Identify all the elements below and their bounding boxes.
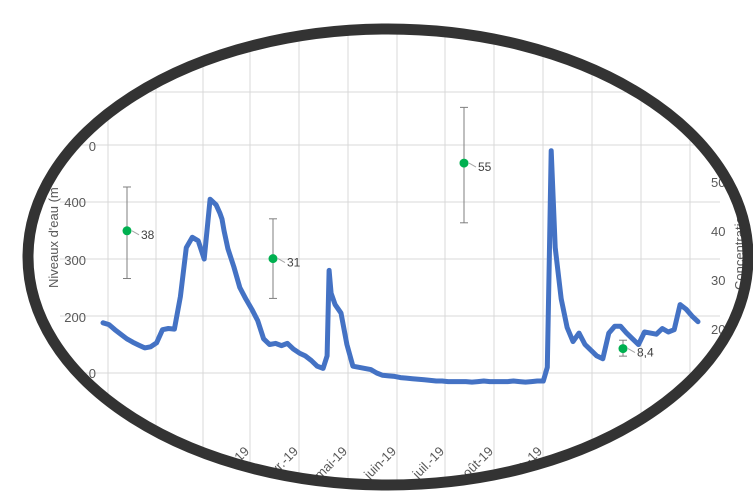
water-level-series [100,148,701,385]
data-label-leader [627,348,636,354]
left-axis-tick-label: 0 [89,139,96,154]
x-tick-label: juin-19 [360,444,399,483]
right-axis-tick-label: 40 [711,224,725,239]
concentration-marker [459,158,469,168]
data-label: 55 [478,160,492,174]
data-label: 31 [287,256,301,270]
oval-frame [22,23,753,491]
left-axis: 0 200 300 400 0 [64,139,96,381]
concentration-point: 38 [122,186,155,280]
left-axis-tick-label: 0 [89,366,96,381]
left-axis-tick-label: 200 [64,310,86,325]
data-label: 8,4 [637,346,654,360]
x-tick-label: juil.-19 [409,444,447,482]
right-axis-tick-label: 30 [711,273,725,288]
concentration-marker [618,344,628,354]
water-level-line [100,148,701,385]
concentration-marker [122,226,132,236]
data-label-leader [131,230,140,236]
left-axis-title: Niveaux d'eau (m [46,187,61,288]
left-axis-tick-label: 300 [64,253,86,268]
data-label: 38 [141,228,155,242]
chart-gridlines [60,31,720,483]
data-label-leader [468,162,477,168]
concentration-marker [268,254,278,264]
right-axis: 20 30 40 50 [711,175,725,337]
concentration-point: 8,4 [618,339,654,360]
left-axis-tick-label: 400 [64,195,86,210]
concentration-series: 38 31 55 8,4 [122,106,654,360]
data-label-leader [277,258,286,264]
concentration-point: 55 [459,106,492,224]
concentration-point: 31 [268,218,301,299]
